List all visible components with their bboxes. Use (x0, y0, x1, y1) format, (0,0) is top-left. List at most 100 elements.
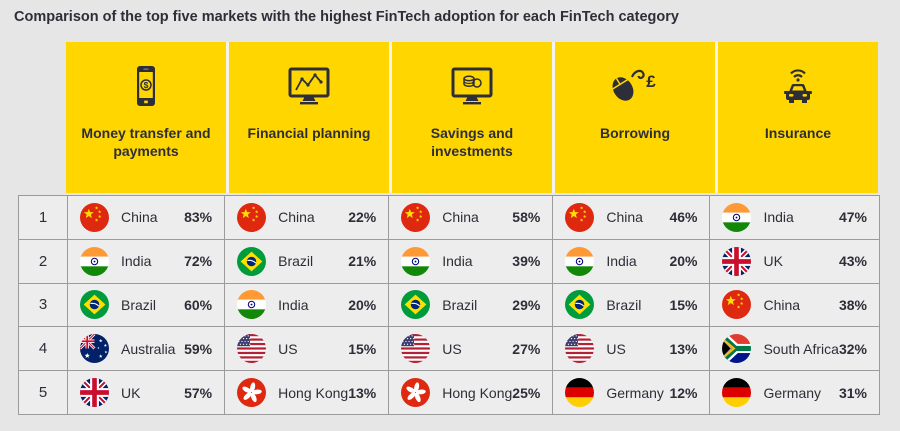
adoption-percent: 13% (348, 384, 377, 401)
market-cell: Brazil 15% (553, 283, 710, 327)
flag-icon-china (401, 202, 431, 232)
market-cell: India 20% (225, 283, 389, 327)
mouse-pound-icon: £ (607, 62, 663, 110)
market-cell: China 38% (710, 283, 879, 327)
flag-icon-germany (722, 378, 752, 408)
country-label: Hong Kong (278, 384, 349, 401)
category-header-insurance: Insurance (718, 42, 878, 193)
flag-icon-china (80, 202, 109, 232)
page-title: Comparison of the top five markets with … (14, 9, 679, 25)
category-label: Insurance (764, 125, 832, 141)
adoption-percent: 27% (512, 340, 541, 357)
category-label: Borrowing (600, 125, 670, 141)
adoption-percent: 72% (184, 253, 213, 270)
market-cell: South Africa 32% (710, 327, 879, 371)
flag-icon-hongkong (401, 378, 431, 408)
adoption-percent: 15% (669, 296, 698, 313)
adoption-percent: 59% (184, 340, 213, 357)
adoption-percent: 20% (669, 253, 698, 270)
flag-icon-india (80, 246, 109, 276)
country-label: China (278, 209, 315, 226)
flag-icon-brazil (80, 290, 109, 320)
market-cell: UK 57% (68, 371, 225, 414)
adoption-percent: 21% (348, 253, 377, 270)
market-cell: Hong Kong 13% (225, 371, 389, 414)
market-cell: China 58% (389, 196, 553, 239)
adoption-percent: 43% (838, 253, 867, 270)
svg-text:£: £ (646, 72, 656, 91)
flag-icon-china (722, 290, 752, 320)
adoption-percent: 25% (512, 384, 541, 401)
market-cell: Germany 12% (553, 371, 710, 414)
flag-icon-brazil (565, 290, 595, 320)
flag-icon-china (237, 202, 267, 232)
flag-icon-india (722, 202, 752, 232)
rank-cell: 2 (19, 239, 67, 283)
market-cell: Brazil 21% (225, 239, 389, 283)
flag-icon-us (565, 334, 595, 364)
country-label: US (442, 340, 462, 357)
market-cell: China 46% (553, 196, 710, 239)
flag-icon-hongkong (237, 378, 267, 408)
country-label: India (121, 253, 152, 270)
market-cell: India 47% (710, 196, 879, 239)
category-header-savings: Savings and investments (392, 42, 552, 193)
adoption-percent: 38% (838, 296, 867, 313)
country-label: India (278, 296, 309, 313)
adoption-percent: 32% (838, 340, 867, 357)
market-cell: Australia 59% (68, 327, 225, 371)
market-cell: Brazil 29% (389, 283, 553, 327)
market-cell: India 20% (553, 239, 710, 283)
country-label: Australia (121, 340, 176, 357)
monitor-chart-icon (285, 62, 333, 110)
country-label: China (121, 209, 158, 226)
flag-icon-india (237, 290, 267, 320)
rank-cell: 5 (19, 371, 67, 414)
country-label: Germany (763, 384, 822, 401)
country-label: Brazil (278, 253, 314, 270)
country-label: India (442, 253, 473, 270)
market-cell: US 13% (553, 327, 710, 371)
rank-cell: 4 (19, 327, 67, 371)
adoption-percent: 39% (512, 253, 541, 270)
market-cell: China 83% (68, 196, 225, 239)
adoption-percent: 83% (184, 209, 213, 226)
category-header-money-transfer: $ Money transfer and payments (66, 42, 226, 193)
monitor-coins-icon (448, 62, 496, 110)
market-cell: Hong Kong 25% (389, 371, 553, 414)
adoption-percent: 60% (184, 296, 213, 313)
country-label: Brazil (121, 296, 157, 313)
adoption-percent: 20% (348, 296, 377, 313)
flag-icon-uk (80, 378, 109, 408)
flag-icon-brazil (237, 246, 267, 276)
adoption-percent: 22% (348, 209, 377, 226)
category-label: Financial planning (247, 125, 371, 141)
adoption-table: 1 China 83% China 22% China 58% China 46% India 47… (18, 195, 880, 415)
smartphone-dollar-icon: $ (131, 62, 161, 110)
adoption-percent: 29% (512, 296, 541, 313)
market-cell: India 39% (389, 239, 553, 283)
market-cell: Germany 31% (710, 371, 879, 414)
flag-icon-india (401, 246, 431, 276)
adoption-percent: 58% (512, 209, 541, 226)
category-header-borrowing: £ Borrowing (555, 42, 715, 193)
flag-icon-china (565, 202, 595, 232)
market-cell: US 27% (389, 327, 553, 371)
flag-icon-australia (80, 334, 109, 364)
adoption-percent: 47% (838, 209, 867, 226)
flag-icon-us (237, 334, 267, 364)
market-cell: UK 43% (710, 239, 879, 283)
adoption-percent: 13% (669, 340, 698, 357)
flag-icon-uk (722, 246, 752, 276)
country-label: US (278, 340, 298, 357)
country-label: India (763, 209, 794, 226)
country-label: US (606, 340, 626, 357)
country-label: Hong Kong (442, 384, 513, 401)
country-label: China (442, 209, 479, 226)
category-header-row: $ Money transfer and payments (66, 42, 878, 193)
flag-icon-india (565, 246, 595, 276)
adoption-percent: 31% (838, 384, 867, 401)
country-label: China (763, 296, 801, 313)
country-label: Brazil (606, 296, 642, 313)
market-cell: China 22% (225, 196, 389, 239)
